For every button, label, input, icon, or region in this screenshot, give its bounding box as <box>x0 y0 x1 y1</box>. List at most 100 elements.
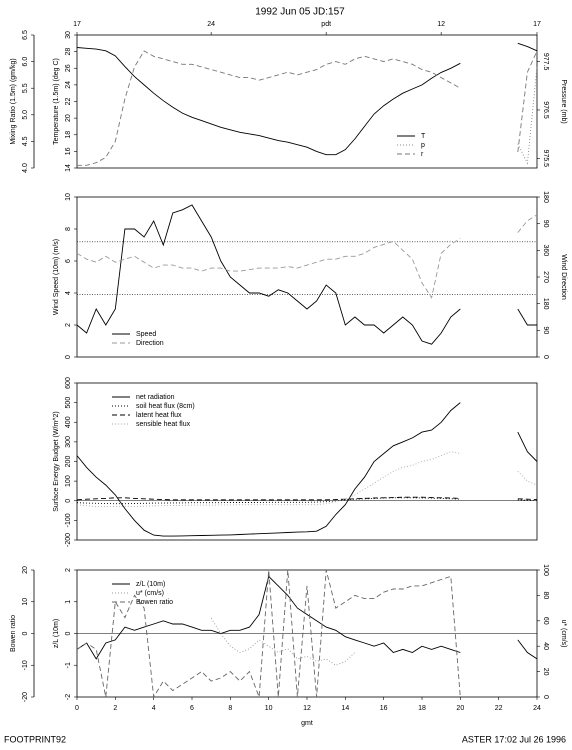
y-tick-label: 2 <box>65 323 72 327</box>
figure-title: 1992 Jun 05 JD:157 <box>255 7 345 18</box>
data-line <box>76 204 537 345</box>
x-tick-label: 8 <box>228 705 232 712</box>
legend-label: T <box>421 133 426 140</box>
x-tick-label: 18 <box>418 705 426 712</box>
y-tick-label: 0 <box>65 355 72 359</box>
data-line <box>76 569 461 699</box>
data-line <box>210 618 356 666</box>
y-tick-label: -20 <box>22 692 29 702</box>
y-tick-label: 0 <box>542 355 549 359</box>
y-tick-label: 4 <box>65 291 72 295</box>
y-tick-label: 40 <box>542 642 549 650</box>
y-tick-label: 300 <box>65 436 72 448</box>
y-tick-label: 1 <box>65 600 72 604</box>
y-tick-label: 6.5 <box>22 30 29 40</box>
x-tick-label: 22 <box>495 705 503 712</box>
y-tick-label: 180 <box>542 298 549 310</box>
x-tick-label: 16 <box>380 705 388 712</box>
y-tick-label: 5.0 <box>22 110 29 120</box>
x-tick-label: 10 <box>265 705 273 712</box>
y-axis-title: Surface Energy Budget (W/m^2) <box>53 411 60 512</box>
y-tick-label: 8 <box>65 227 72 231</box>
data-line <box>76 214 538 299</box>
y-tick-label: 18 <box>65 131 72 139</box>
y-tick-label: 977.5 <box>542 53 549 71</box>
y-tick-label: 14 <box>65 164 72 172</box>
y-tick-label: 100 <box>65 475 72 487</box>
x-tick-label: 20 <box>456 705 464 712</box>
y-tick-label: 0 <box>65 631 72 635</box>
y-tick-label: 500 <box>65 397 72 409</box>
plot-frame <box>76 34 538 169</box>
legend-label: Speed <box>136 331 156 338</box>
y-tick-label: 6.0 <box>22 57 29 67</box>
legend-label: net radiation <box>136 394 175 401</box>
y-axis-title: z/L (10m) <box>53 619 60 648</box>
data-line <box>76 497 538 505</box>
y-tick-label: 10 <box>65 193 72 201</box>
y-tick-label: 975.5 <box>542 150 549 168</box>
x-tick-label: 24 <box>533 705 541 712</box>
y-tick-label: 20 <box>22 566 29 574</box>
y-tick-label: 10 <box>22 598 29 606</box>
y-tick-label: 360 <box>542 244 549 256</box>
y-tick-label: 180 <box>542 191 549 203</box>
x2-tick-label: 24 <box>207 21 215 28</box>
y-tick-label: 5.5 <box>22 83 29 93</box>
legend-label: Direction <box>136 340 164 347</box>
y-tick-label: 24 <box>65 81 72 89</box>
data-line <box>76 575 538 660</box>
y-tick-label: -2 <box>65 694 72 700</box>
y-axis-title: Temperature (1.5m) (deg C) <box>53 58 60 145</box>
y-tick-label: 2 <box>65 568 72 572</box>
y-tick-label: 20 <box>65 114 72 122</box>
y-tick-label: 0 <box>65 499 72 503</box>
y-axis-title: Pressure (mb) <box>560 79 567 123</box>
y-tick-label: 0 <box>22 631 29 635</box>
y-tick-label: 976.5 <box>542 101 549 119</box>
legend-label: u* (cm/s) <box>136 590 164 597</box>
x-tick-label: 6 <box>190 705 194 712</box>
y-axis-title: Mixing Ratio (1.5m) (gm/kg) <box>10 58 17 144</box>
y-tick-label: -100 <box>65 513 72 527</box>
data-line <box>76 402 538 537</box>
y-tick-label: 270 <box>542 271 549 283</box>
y-tick-label: 600 <box>65 377 72 389</box>
y-tick-label: 60 <box>542 617 549 625</box>
y-tick-label: 26 <box>65 64 72 72</box>
y-tick-label: 22 <box>65 98 72 106</box>
x-tick-label: 2 <box>113 705 117 712</box>
y-tick-label: -10 <box>22 660 29 670</box>
legend-label: soil heat flux (8cm) <box>136 403 195 410</box>
x-axis-title: gmt <box>301 720 313 727</box>
y-tick-label: 6 <box>65 259 72 263</box>
legend-label: Bowen ratio <box>136 599 173 606</box>
y-tick-label: 16 <box>65 147 72 155</box>
y-tick-label: 200 <box>65 456 72 468</box>
data-line <box>77 50 538 166</box>
y-tick-label: 90 <box>542 220 549 228</box>
data-line <box>517 66 538 165</box>
y-tick-label: 80 <box>542 592 549 600</box>
x-tick-label: 0 <box>75 705 79 712</box>
data-line <box>76 42 538 156</box>
x-tick-label: 4 <box>152 705 156 712</box>
data-line <box>76 451 538 508</box>
y-axis-title: Wind Direction <box>560 254 567 300</box>
y-axis-title: Bowen ratio <box>10 615 17 652</box>
y-tick-label: 0 <box>542 695 549 699</box>
x2-tick-label: pdt <box>321 21 331 28</box>
data-line <box>76 496 538 501</box>
x-tick-label: 14 <box>341 705 349 712</box>
x2-tick-label: 17 <box>533 21 541 28</box>
legend-label: sensible heat flux <box>136 421 191 428</box>
y-tick-label: 30 <box>65 31 72 39</box>
x2-tick-label: 12 <box>437 21 445 28</box>
legend-label: r <box>421 151 424 158</box>
legend-label: z/L (10m) <box>136 581 165 588</box>
footer-right: ASTER 17:02 Jul 26 1996 <box>462 734 566 744</box>
y-tick-label: 4.0 <box>22 163 29 173</box>
x-tick-label: 12 <box>303 705 311 712</box>
y-tick-label: 4.5 <box>22 136 29 146</box>
